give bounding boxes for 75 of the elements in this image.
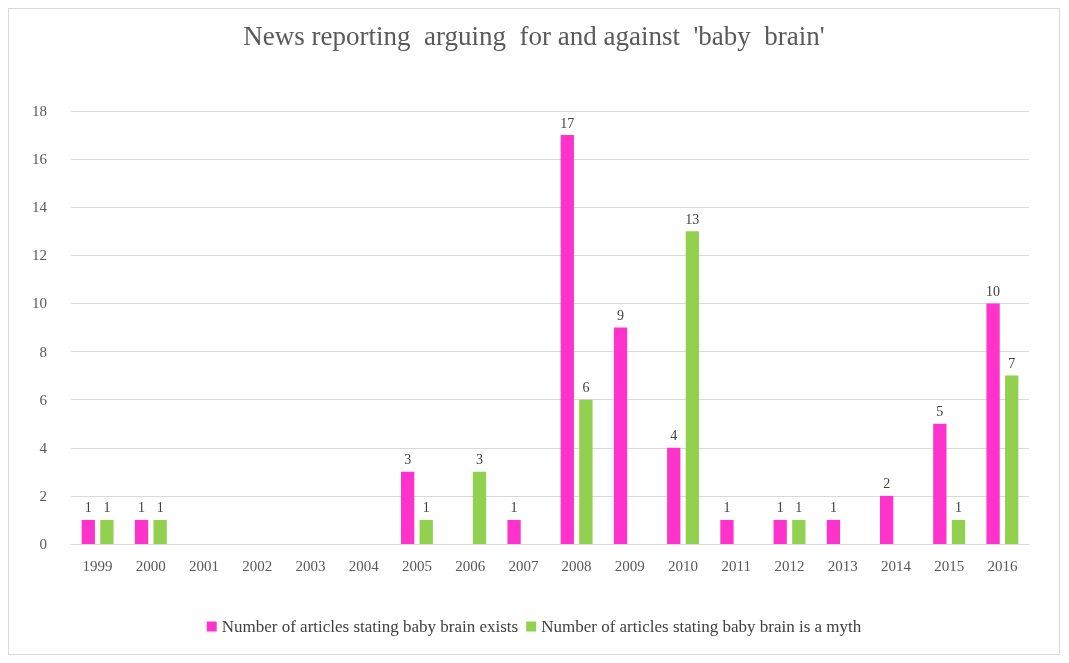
y-tick-label: 8 — [39, 343, 47, 360]
bar — [419, 519, 433, 544]
data-label: 1 — [103, 500, 111, 516]
x-tick-label: 2015 — [934, 557, 965, 574]
data-label: 1 — [510, 500, 518, 516]
bar — [472, 471, 487, 544]
chart-title: News reporting arguing for and against 'baby brain' — [243, 20, 825, 51]
y-tick-label: 14 — [32, 199, 48, 216]
data-label: 9 — [617, 308, 625, 323]
data-label: 7 — [1008, 356, 1016, 372]
data-label: 3 — [404, 452, 412, 468]
data-label: 4 — [670, 428, 678, 444]
bar — [613, 327, 628, 544]
bar — [667, 447, 681, 544]
bar — [951, 519, 966, 544]
bar — [507, 519, 521, 544]
y-tick-label: 10 — [32, 295, 47, 312]
x-tick-label: 2006 — [455, 557, 486, 574]
x-tick-label: 2007 — [508, 557, 539, 574]
data-label: 6 — [582, 380, 590, 396]
bar — [879, 495, 894, 544]
y-tick-label: 4 — [39, 439, 48, 456]
bar — [560, 135, 574, 544]
data-label: 13 — [685, 211, 700, 227]
x-tick-label: 2002 — [242, 557, 273, 574]
data-label: 1 — [723, 500, 731, 516]
x-tick-label: 2008 — [561, 557, 592, 574]
bar — [100, 519, 114, 544]
bar — [986, 303, 1000, 544]
data-label: 17 — [560, 115, 575, 131]
data-label: 1 — [795, 500, 803, 516]
x-tick-label: 2000 — [135, 557, 166, 574]
bar — [685, 231, 700, 544]
y-tick-label: 0 — [39, 536, 47, 552]
bar — [579, 399, 593, 544]
y-tick-label: 12 — [32, 247, 47, 264]
data-label: 1 — [776, 500, 784, 516]
data-label: 1 — [422, 500, 430, 516]
x-tick-label: 2001 — [189, 557, 220, 574]
bar — [792, 519, 806, 544]
x-tick-label: 2009 — [614, 557, 645, 574]
data-label: 10 — [986, 283, 1001, 299]
bar — [134, 519, 149, 544]
data-label: 3 — [475, 452, 483, 468]
legend-label: Number of articles stating baby brain is a myth — [541, 617, 862, 636]
x-tick-label: 2010 — [668, 557, 699, 574]
x-tick-label: 2016 — [987, 557, 1018, 574]
x-tick-label: 2013 — [827, 557, 858, 574]
data-label: 1 — [829, 500, 837, 516]
x-tick-label: 2012 — [774, 557, 805, 574]
bar — [153, 519, 167, 544]
data-label: 1 — [156, 500, 164, 516]
x-tick-label: 2003 — [295, 557, 326, 574]
x-tick-label: 2004 — [348, 557, 380, 574]
bar — [773, 519, 787, 544]
x-tick-label: 2005 — [401, 557, 432, 574]
x-tick-label: 1999 — [82, 557, 113, 574]
data-label: 1 — [954, 500, 962, 516]
y-tick-label: 2 — [39, 487, 47, 504]
data-label: 2 — [883, 476, 891, 492]
data-label: 1 — [84, 500, 92, 516]
data-label: 1 — [138, 500, 146, 516]
y-tick-label: 18 — [32, 103, 47, 119]
bar — [400, 471, 415, 544]
bar — [826, 519, 841, 544]
bar — [933, 423, 947, 544]
x-tick-label: 2011 — [721, 557, 751, 574]
data-label: 5 — [936, 404, 944, 420]
y-tick-label: 16 — [32, 151, 48, 168]
bar — [720, 519, 734, 544]
y-tick-label: 6 — [39, 391, 48, 408]
bar — [1005, 375, 1019, 544]
legend-label: Number of articles stating baby brain exists — [221, 617, 519, 636]
x-tick-label: 2014 — [880, 557, 912, 574]
bar — [81, 519, 95, 544]
